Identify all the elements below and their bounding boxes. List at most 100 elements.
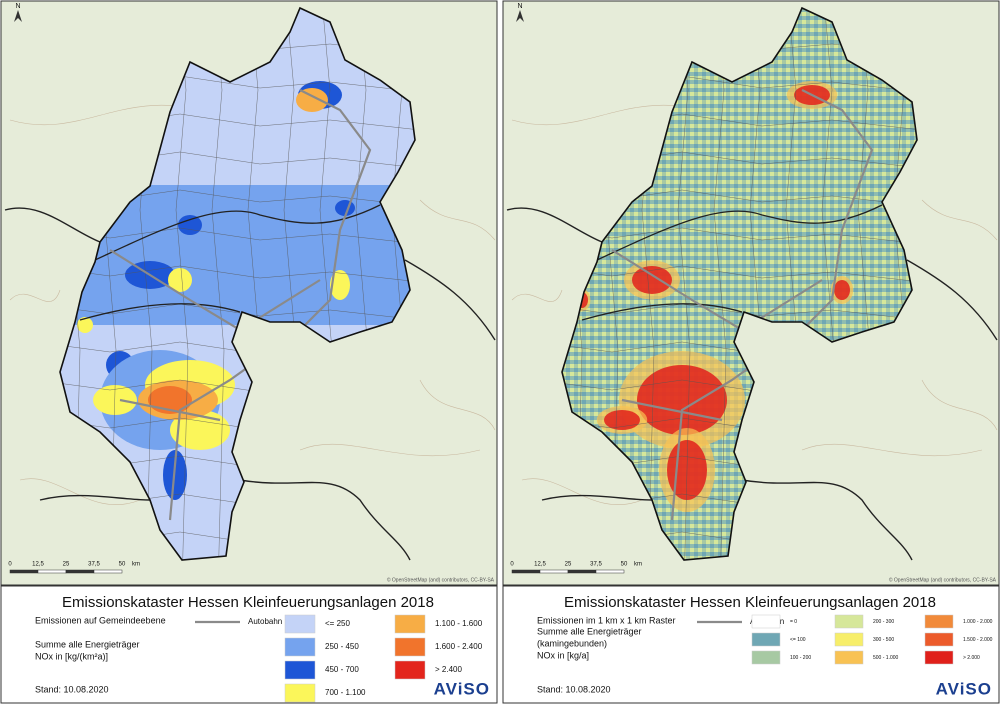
basemap-road (921, 199, 998, 241)
municipality-fill (93, 385, 137, 415)
scale-label: 12,5 (32, 562, 44, 568)
legend-swatch (751, 632, 781, 647)
legend-swatch (751, 614, 781, 629)
legend-label: > 2.000 (963, 655, 980, 661)
legend-heading: NOx in [kg/(km²a)] (35, 651, 108, 661)
scale-segment (37, 569, 67, 574)
panel: N 0 12,5 25 37,5 50 km © OpenStreetMap (and) co… (502, 0, 1000, 704)
legend-label: 100 - 200 (790, 655, 811, 661)
panel: N 0 12,5 25 37,5 50 km © OpenStreetMap (and) co… (0, 0, 498, 704)
legend-heading: Summe alle Energieträger (35, 639, 140, 649)
hotspot-fill (637, 365, 727, 435)
scale-label: km (132, 562, 140, 568)
scale-segment (567, 569, 597, 574)
autobahn (611, 89, 874, 521)
legend-frame (502, 585, 1000, 704)
hotspot-fill (604, 410, 640, 430)
basemap-road (419, 199, 496, 241)
basemap-road (19, 478, 141, 506)
state-border (4, 207, 496, 561)
legend-label: 300 - 500 (873, 637, 894, 643)
legend-swatch (284, 683, 316, 703)
legend-label: 1.500 - 2.000 (963, 637, 993, 643)
municipality-fill (178, 215, 202, 235)
legend-label: 1.000 - 2.000 (963, 619, 993, 625)
legend-label: 1.600 - 2.400 (435, 642, 483, 651)
scale-segment (9, 569, 39, 574)
hotspot-fill (834, 280, 850, 300)
scale-segment (539, 569, 569, 574)
scale-label: 25 (63, 562, 70, 568)
legend-label: <= 100 (790, 637, 806, 643)
district-border (581, 204, 883, 321)
scale-segment (65, 569, 95, 574)
legend-label: 450 - 700 (325, 665, 359, 674)
north-label: N (517, 3, 522, 10)
north-label: N (15, 3, 20, 10)
basemap-road (921, 379, 998, 431)
legend-title: Emissionskataster Hessen Kleinfeuerungsa… (62, 594, 434, 611)
municipality-fill (330, 270, 350, 300)
legend-label: 500 - 1.000 (873, 655, 899, 661)
border-line (60, 265, 415, 283)
scale-label: 50 (119, 562, 126, 568)
scale-label: 0 (510, 562, 514, 568)
scale-label: 50 (621, 562, 628, 568)
scale-segment (511, 569, 541, 574)
scale-label: km (634, 562, 642, 568)
logo: AViSO (434, 679, 490, 698)
border-line (60, 303, 415, 321)
legend-swatch (834, 614, 864, 629)
legend-swatch (394, 614, 426, 634)
stand-date: Stand: 10.08.2020 (537, 684, 611, 694)
scale-label: 25 (565, 562, 572, 568)
municipality-fill (168, 268, 192, 292)
legend-swatch (924, 614, 954, 629)
attribution: © OpenStreetMap (and) contributors, CC-B… (889, 576, 997, 583)
stand-date: Stand: 10.08.2020 (35, 684, 109, 694)
scale-label: 0 (8, 562, 12, 568)
municipality-fill (77, 317, 93, 333)
basemap-road (521, 478, 643, 506)
legend-label: 200 - 300 (873, 619, 894, 625)
scale-label: 12,5 (534, 562, 546, 568)
municipality-fill (296, 88, 328, 112)
legend-swatch (751, 650, 781, 665)
legend-label: 1.100 - 1.600 (435, 619, 483, 628)
logo: AViSO (936, 679, 992, 698)
north-arrow (14, 10, 22, 22)
north-arrow (516, 10, 524, 22)
basemap-road (511, 289, 563, 302)
legend-swatch (284, 660, 316, 680)
legend-swatch (834, 650, 864, 665)
scale-label: 37,5 (88, 562, 100, 568)
legend-title: Emissionskataster Hessen Kleinfeuerungsa… (564, 594, 936, 611)
basemap-road (801, 443, 983, 457)
basemap-road (299, 443, 481, 457)
legend-label: = 0 (790, 619, 797, 625)
legend-heading: Summe alle Energieträger (537, 626, 642, 636)
scale-segment (595, 569, 625, 574)
legend-heading: NOx in [kg/a] (537, 650, 589, 660)
legend-swatch (924, 632, 954, 647)
legend-swatch (394, 637, 426, 657)
border-line (562, 265, 917, 283)
autobahn (109, 89, 372, 521)
legend-swatch (284, 614, 316, 634)
basemap-road (419, 379, 496, 431)
hotspot-fill (632, 266, 672, 294)
legend-subtitle: Emissionen im 1 km x 1 km Raster (537, 615, 676, 625)
scale-segment (93, 569, 123, 574)
autobahn-label: Autobahn (248, 617, 282, 626)
district-border (79, 204, 381, 321)
legend-label: 250 - 450 (325, 642, 359, 651)
legend-label: > 2.400 (435, 665, 462, 674)
attribution: © OpenStreetMap (and) contributors, CC-B… (387, 576, 495, 583)
legend-heading: (kamingebunden) (537, 638, 607, 648)
legend-label: <= 250 (325, 619, 350, 628)
legend-swatch (924, 650, 954, 665)
state-border (506, 207, 998, 561)
legend-swatch (284, 637, 316, 657)
legend-label: 700 - 1.100 (325, 688, 366, 697)
